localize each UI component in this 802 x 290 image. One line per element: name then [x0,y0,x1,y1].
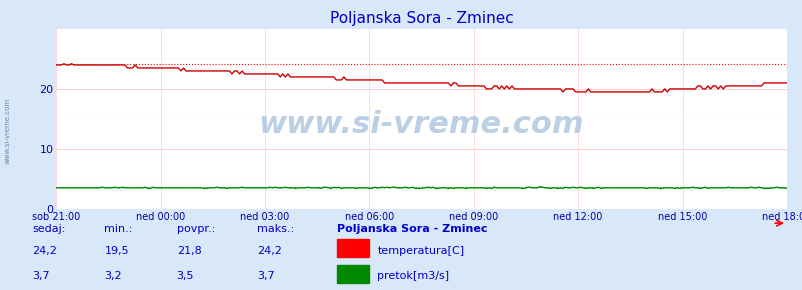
FancyBboxPatch shape [337,264,369,283]
FancyBboxPatch shape [337,239,369,258]
Text: temperatura[C]: temperatura[C] [377,246,464,256]
Title: Poljanska Sora - Zminec: Poljanska Sora - Zminec [330,11,512,26]
Text: 3,7: 3,7 [257,271,274,281]
Text: 21,8: 21,8 [176,246,201,256]
Text: min.:: min.: [104,224,132,234]
Text: 3,2: 3,2 [104,271,122,281]
Text: 19,5: 19,5 [104,246,129,256]
Text: www.si-vreme.com: www.si-vreme.com [5,97,11,164]
Text: Poljanska Sora - Zminec: Poljanska Sora - Zminec [337,224,487,234]
Text: maks.:: maks.: [257,224,294,234]
Text: 24,2: 24,2 [32,246,57,256]
Text: 3,7: 3,7 [32,271,50,281]
Text: www.si-vreme.com: www.si-vreme.com [258,110,584,139]
Text: pretok[m3/s]: pretok[m3/s] [377,271,449,281]
Text: 24,2: 24,2 [257,246,282,256]
Text: sedaj:: sedaj: [32,224,66,234]
Text: 3,5: 3,5 [176,271,194,281]
Text: povpr.:: povpr.: [176,224,215,234]
